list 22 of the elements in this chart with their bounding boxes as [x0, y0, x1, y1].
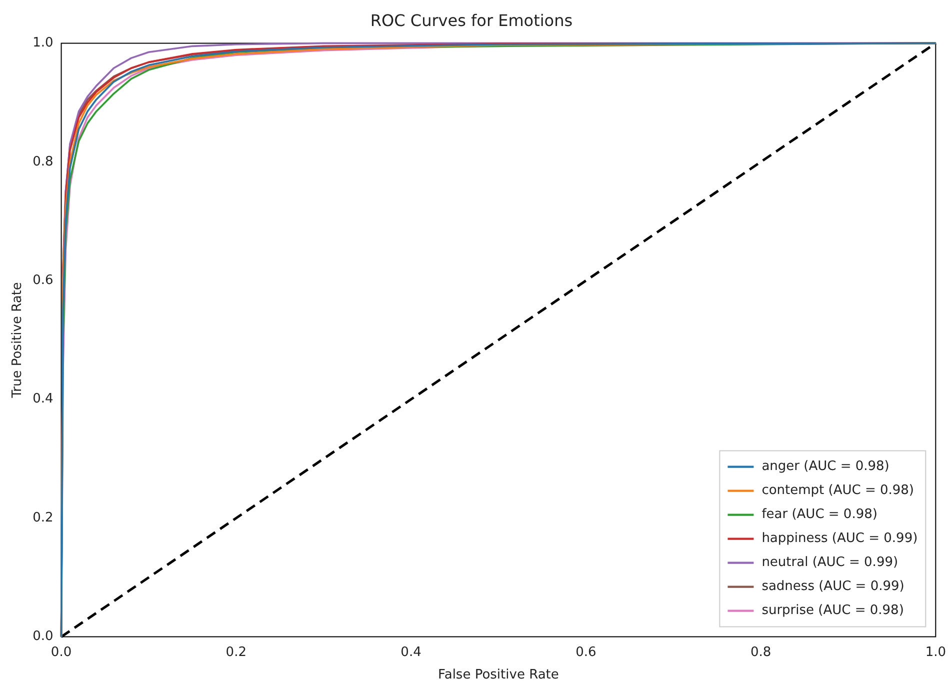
y-tick-label: 0.4 — [32, 392, 54, 407]
y-tick-label: 0.2 — [32, 510, 54, 526]
legend-label: anger (AUC = 0.98) — [762, 459, 890, 474]
x-tick-label: 0.2 — [226, 644, 246, 660]
x-tick-label: 0.6 — [576, 644, 596, 660]
legend-label: contempt (AUC = 0.98) — [762, 483, 914, 498]
y-tick-label: 0.6 — [32, 273, 54, 288]
legend-label: neutral (AUC = 0.99) — [762, 555, 898, 570]
y-tick-label: 1.0 — [32, 36, 54, 51]
legend-label: sadness (AUC = 0.99) — [762, 579, 904, 594]
x-axis-title: False Positive Rate — [438, 668, 559, 683]
legend-label: happiness (AUC = 0.99) — [762, 531, 918, 546]
x-tick-label: 1.0 — [925, 644, 946, 660]
x-tick-label: 0.8 — [750, 644, 772, 660]
y-tick-label: 0.8 — [32, 154, 54, 170]
x-tick-label: 0.4 — [400, 644, 422, 660]
legend-label: surprise (AUC = 0.98) — [762, 603, 904, 618]
y-tick-label: 0.0 — [32, 629, 54, 644]
legend-label: fear (AUC = 0.98) — [762, 507, 878, 522]
x-tick-label: 0.0 — [50, 644, 72, 660]
y-axis-title: True Positive Rate — [10, 282, 26, 399]
chart-title: ROC Curves for Emotions — [370, 10, 573, 30]
